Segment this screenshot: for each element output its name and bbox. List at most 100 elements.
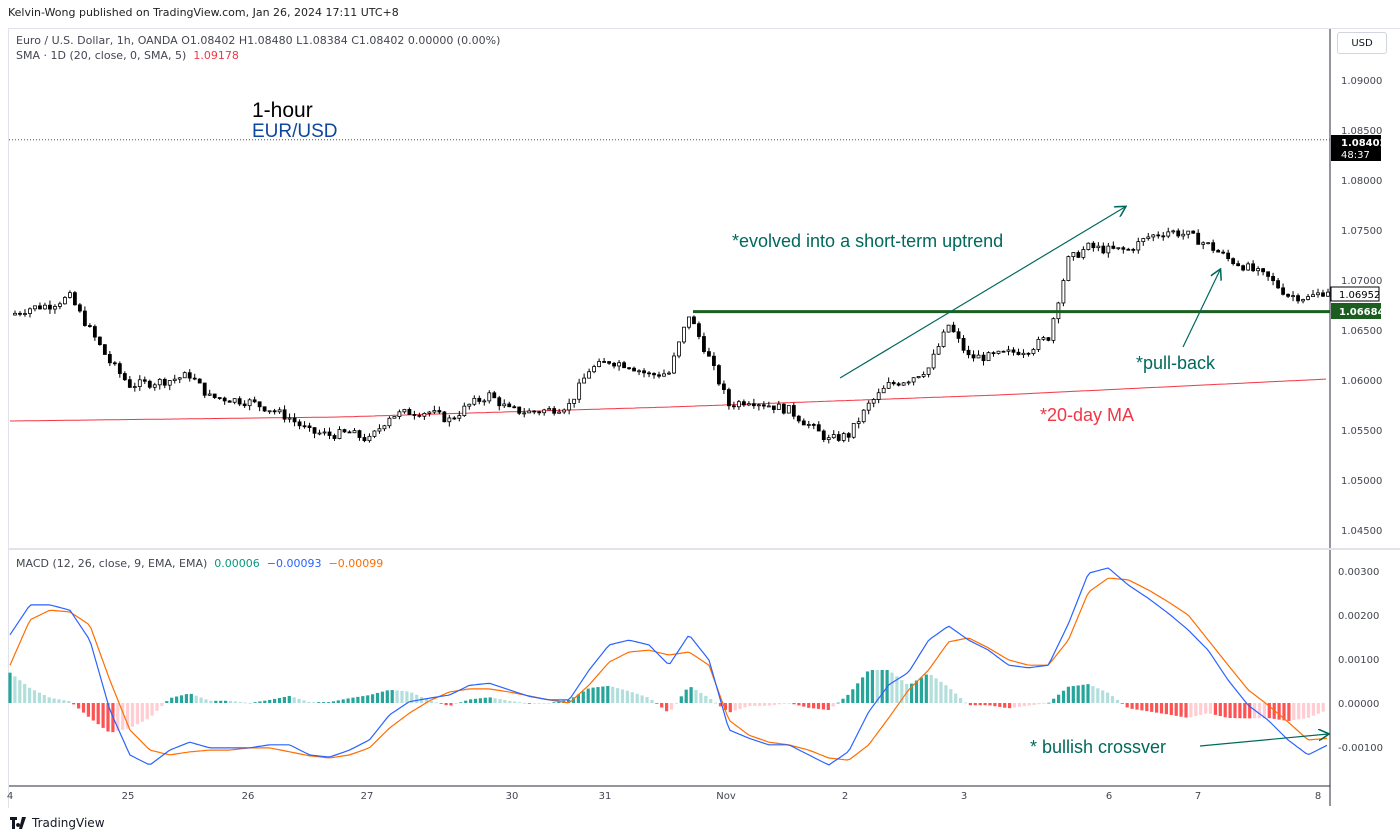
histogram-bar xyxy=(1248,703,1252,719)
histogram-bar xyxy=(424,699,429,703)
histogram-bar xyxy=(1311,703,1315,716)
histogram-bar xyxy=(522,702,527,704)
candle xyxy=(791,402,796,420)
histogram-bar xyxy=(1169,703,1173,715)
candle xyxy=(267,410,272,415)
candle xyxy=(672,352,676,375)
histogram-bar xyxy=(674,703,678,704)
time-axis[interactable]: 4 25 26 27 30 31 Nov 2 3 6 7 8 xyxy=(7,791,1321,802)
time-tick-label: Nov xyxy=(716,791,736,802)
price-axis[interactable]: 1.09000 1.08500 1.08000 1.07500 1.07000 1.065… xyxy=(1341,76,1382,537)
histogram-bar xyxy=(395,690,399,703)
candle xyxy=(866,400,871,415)
histogram-bar xyxy=(910,683,914,703)
histogram-bar xyxy=(660,703,664,708)
candle xyxy=(647,371,651,378)
histogram-bar xyxy=(527,703,531,704)
candle xyxy=(926,367,931,378)
candle xyxy=(1316,288,1320,298)
candle xyxy=(197,378,202,384)
candle xyxy=(73,290,77,306)
price-tick-label: 1.07500 xyxy=(1341,226,1382,237)
histogram-bar xyxy=(62,700,66,703)
candle xyxy=(1076,250,1081,258)
price-tick-label: 1.07000 xyxy=(1341,276,1382,287)
currency-button[interactable]: USD xyxy=(1337,32,1387,54)
histogram-bar xyxy=(199,697,203,703)
candle xyxy=(87,323,92,328)
candle xyxy=(372,430,377,439)
histogram-bar xyxy=(856,683,860,703)
histogram-bar xyxy=(645,697,649,703)
histogram-bar xyxy=(812,703,816,709)
histogram-bar xyxy=(630,692,634,703)
candle xyxy=(971,350,976,362)
histogram-bar xyxy=(518,702,522,703)
macd-axis[interactable]: 0.00300 0.00200 0.00100 0.00000 -0.00100 xyxy=(1338,567,1383,754)
histogram-bar xyxy=(1262,703,1266,719)
histogram-bar xyxy=(767,703,772,706)
crossover-arrow xyxy=(1199,734,1328,747)
histogram-bar xyxy=(493,698,497,703)
histogram-bar xyxy=(238,701,242,703)
candle xyxy=(1106,242,1111,258)
candle xyxy=(13,310,17,316)
candle xyxy=(552,406,557,416)
candle xyxy=(901,381,906,386)
histogram-bar xyxy=(317,702,321,703)
candle xyxy=(172,374,177,384)
candle xyxy=(502,399,507,408)
sma-legend[interactable]: SMA · 1D (20, close, 0, SMA, 5) 1.09178 xyxy=(16,48,500,63)
histogram-bar xyxy=(782,703,786,704)
candle xyxy=(1251,260,1256,273)
candle xyxy=(327,427,332,440)
candle xyxy=(1306,294,1310,301)
candle xyxy=(896,381,901,387)
candle xyxy=(816,421,821,432)
histogram-bar xyxy=(758,703,762,706)
histogram-bar xyxy=(1184,703,1188,718)
symbol-legend[interactable]: Euro / U.S. Dollar, 1h, OANDA O1.08402 H… xyxy=(16,33,500,63)
histogram-bar xyxy=(1008,703,1012,709)
candle xyxy=(871,397,876,408)
candle xyxy=(557,408,562,414)
histogram-bar xyxy=(72,703,76,705)
candle xyxy=(712,352,716,371)
candle xyxy=(592,364,597,374)
candle xyxy=(252,396,257,404)
macd-value: −0.00093 xyxy=(266,557,322,570)
histogram-bar xyxy=(57,699,61,703)
uptrend-note: *evolved into a short-term uptrend xyxy=(732,231,1003,251)
candle xyxy=(1221,249,1226,255)
sma-legend-value: 1.09178 xyxy=(193,49,239,62)
histogram-bar xyxy=(733,703,737,711)
histogram-bar xyxy=(351,697,355,703)
time-tick-label: 2 xyxy=(842,791,848,802)
candle xyxy=(53,304,57,314)
histogram-bar xyxy=(699,692,703,703)
candle xyxy=(537,410,542,416)
tradingview-logo[interactable]: TradingView xyxy=(10,816,105,830)
candle xyxy=(262,406,267,412)
histogram-bar xyxy=(292,697,296,703)
candle xyxy=(811,422,816,430)
candle xyxy=(312,427,317,439)
candle xyxy=(1026,352,1031,357)
candle xyxy=(1121,246,1126,254)
macd-legend[interactable]: MACD (12, 26, close, 9, EMA, EMA) 0.0000… xyxy=(16,557,383,570)
histogram-bar xyxy=(277,697,282,703)
candle xyxy=(1001,350,1006,353)
histogram-bar xyxy=(611,686,615,703)
histogram-bar xyxy=(581,691,585,703)
candle xyxy=(352,428,357,434)
histogram-bar xyxy=(537,703,541,704)
histogram-bar xyxy=(557,701,561,703)
candle xyxy=(33,305,37,312)
histogram-bar xyxy=(140,703,144,722)
candle xyxy=(28,307,32,318)
histogram-bar xyxy=(18,680,22,703)
candle xyxy=(482,398,487,406)
candle xyxy=(562,408,567,415)
time-tick-label: 7 xyxy=(1195,791,1201,802)
